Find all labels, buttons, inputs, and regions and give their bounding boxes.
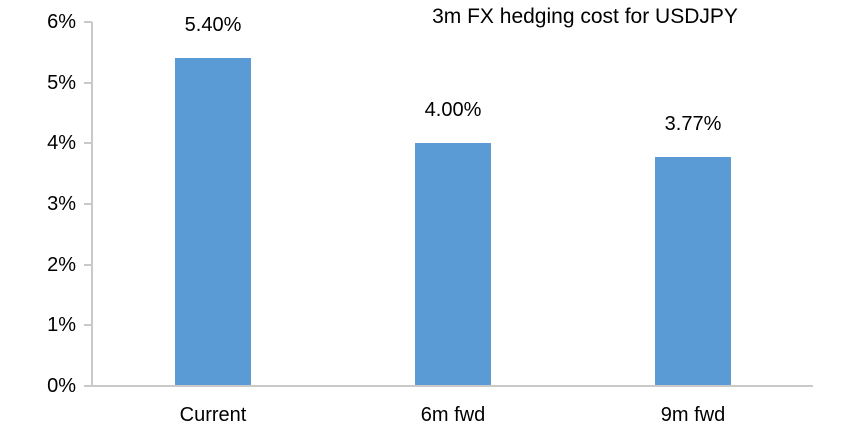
bar-current [175,58,251,385]
bar-9m-fwd [655,157,731,385]
chart-title: 3m FX hedging cost for USDJPY [432,5,738,28]
y-axis-tick [84,385,92,387]
y-axis-line [91,22,93,386]
bar-6m-fwd [415,143,491,385]
bar-value-label: 4.00% [424,99,482,122]
bar-value-label: 5.40% [184,14,242,37]
x-axis-category-label: 9m fwd [660,404,726,426]
y-axis-tick-label: 2% [47,253,76,276]
y-axis-tick [84,21,92,23]
y-axis-tick [84,142,92,145]
y-axis-tick [84,263,92,266]
y-axis-tick [84,324,92,327]
x-axis-category-label: Current [179,404,247,426]
y-axis-tick-label: 3% [47,193,76,215]
y-axis-tick-label: 5% [47,71,76,94]
y-axis-tick-label: 6% [47,11,76,33]
y-axis-tick-label: 4% [47,132,76,155]
x-axis-line [84,385,813,387]
y-axis-tick-label: 1% [47,314,76,337]
y-axis-tick-label: 0% [47,375,76,397]
x-axis-category-label: 6m fwd [420,404,486,426]
bar-value-label: 3.77% [664,113,722,136]
y-axis-tick [84,203,92,205]
y-axis-tick [84,81,92,84]
